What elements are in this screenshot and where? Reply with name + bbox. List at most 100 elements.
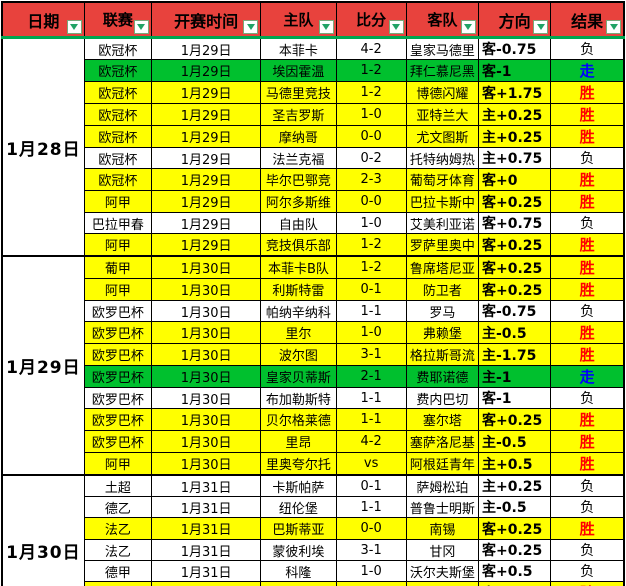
home-team-cell[interactable]: 纽伦堡 — [260, 496, 337, 518]
away-team-cell[interactable]: 鲁席塔尼亚 — [405, 255, 479, 279]
away-team-cell[interactable]: 阿根廷青年 — [405, 452, 479, 476]
direction-cell[interactable]: 主-0.5 — [477, 496, 552, 518]
away-team-cell[interactable]: 巴拉卡斯中 — [405, 190, 479, 213]
result-cell[interactable]: 胜 — [550, 168, 625, 191]
direction-cell[interactable]: 客+0.75 — [477, 212, 552, 234]
league-cell[interactable]: 欧罗巴杯 — [83, 365, 152, 388]
kickoff-cell[interactable]: 1月29日 — [150, 147, 262, 169]
league-cell[interactable]: 欧罗巴杯 — [83, 300, 152, 322]
date-group-cell[interactable]: 1月29日 — [1, 255, 85, 476]
league-cell[interactable]: 欧罗巴杯 — [83, 343, 152, 366]
direction-cell[interactable]: 主+0.5 — [477, 452, 552, 476]
kickoff-cell[interactable]: 1月30日 — [150, 278, 262, 301]
date-group-cell[interactable]: 1月30日 — [1, 474, 85, 586]
direction-cell[interactable]: 主+0.25 — [477, 103, 552, 126]
score-cell[interactable]: 1-2 — [335, 59, 407, 82]
result-cell[interactable]: 负 — [550, 36, 625, 60]
result-cell[interactable]: 走 — [550, 59, 625, 82]
score-cell[interactable]: 1-0 — [335, 212, 407, 234]
filter-dropdown-icon[interactable] — [533, 20, 549, 34]
away-team-cell[interactable]: 葡萄牙体育 — [405, 168, 479, 191]
league-cell[interactable]: 欧罗巴杯 — [83, 430, 152, 453]
filter-dropdown-icon[interactable] — [388, 20, 404, 34]
league-cell[interactable]: 欧冠杯 — [83, 59, 152, 82]
away-team-cell[interactable]: 格拉斯哥流 — [405, 343, 479, 366]
league-cell[interactable]: 欧冠杯 — [83, 147, 152, 169]
score-cell[interactable]: 0-1 — [335, 474, 407, 497]
away-team-cell[interactable]: 亚特兰大 — [405, 103, 479, 126]
score-cell[interactable]: 3-1 — [335, 343, 407, 366]
result-cell[interactable]: 胜 — [550, 125, 625, 148]
away-team-cell[interactable]: 费内巴切 — [405, 387, 479, 409]
score-cell[interactable]: 0-2 — [335, 147, 407, 169]
direction-cell[interactable]: 主+0.25 — [477, 474, 552, 497]
score-cell[interactable]: 1-2 — [335, 81, 407, 104]
league-cell[interactable]: 阿甲 — [83, 452, 152, 476]
kickoff-cell[interactable]: 1月31日 — [150, 474, 262, 497]
league-cell[interactable]: 德甲 — [83, 560, 152, 582]
league-cell[interactable]: 法乙 — [83, 517, 152, 540]
away-team-cell[interactable]: 南锡 — [405, 517, 479, 540]
score-cell[interactable]: 2-3 — [335, 168, 407, 191]
home-team-cell[interactable]: 贝尔格莱德 — [260, 408, 337, 431]
kickoff-cell[interactable]: 1月29日 — [150, 59, 262, 82]
league-cell[interactable]: 欧冠杯 — [83, 36, 152, 60]
direction-cell[interactable]: 客-0.5 — [477, 581, 552, 586]
direction-cell[interactable]: 客+1.75 — [477, 81, 552, 104]
kickoff-cell[interactable]: 1月29日 — [150, 103, 262, 126]
direction-cell[interactable]: 主-0.5 — [477, 430, 552, 453]
kickoff-cell[interactable]: 1月30日 — [150, 452, 262, 476]
home-team-cell[interactable]: 本菲卡B队 — [260, 255, 337, 279]
league-cell[interactable]: 土超 — [83, 474, 152, 497]
direction-cell[interactable]: 客+0.25 — [477, 190, 552, 213]
filter-dropdown-icon[interactable] — [66, 20, 82, 34]
filter-dropdown-icon[interactable] — [318, 20, 334, 34]
result-cell[interactable]: 负 — [550, 539, 625, 561]
away-team-cell[interactable]: 萨姆松珀 — [405, 474, 479, 497]
home-team-cell[interactable]: 里尔 — [260, 321, 337, 344]
direction-cell[interactable]: 主-0.5 — [477, 321, 552, 344]
result-cell[interactable]: 负 — [550, 387, 625, 409]
league-cell[interactable]: 阿甲 — [83, 278, 152, 301]
filter-dropdown-icon[interactable] — [133, 20, 149, 34]
kickoff-cell[interactable]: 1月31日 — [150, 560, 262, 582]
kickoff-cell[interactable]: 1月29日 — [150, 212, 262, 234]
home-team-cell[interactable]: 马德里竞技 — [260, 81, 337, 104]
home-team-cell[interactable]: 毕尔巴鄂竞 — [260, 168, 337, 191]
away-team-cell[interactable]: 普鲁士明斯 — [405, 496, 479, 518]
score-cell[interactable]: 3-1 — [335, 539, 407, 561]
filter-dropdown-icon[interactable] — [243, 20, 259, 34]
date-group-cell[interactable]: 1月28日 — [1, 36, 85, 257]
kickoff-cell[interactable]: 1月31日 — [150, 496, 262, 518]
league-cell[interactable]: 欧罗巴杯 — [83, 321, 152, 344]
kickoff-cell[interactable]: 1月31日 — [150, 539, 262, 561]
away-team-cell[interactable]: 尤文图斯 — [405, 125, 479, 148]
league-cell[interactable]: 欧冠杯 — [83, 168, 152, 191]
away-team-cell[interactable]: 弗赖堡 — [405, 321, 479, 344]
league-cell[interactable]: 葡甲 — [83, 255, 152, 279]
result-cell[interactable]: 负 — [550, 212, 625, 234]
home-team-cell[interactable]: 自由队 — [260, 212, 337, 234]
home-team-cell[interactable]: 布加勒斯特 — [260, 387, 337, 409]
direction-cell[interactable]: 客-0.75 — [477, 300, 552, 322]
direction-cell[interactable]: 客+0.25 — [477, 539, 552, 561]
score-cell[interactable]: 1-0 — [335, 321, 407, 344]
league-cell[interactable]: 欧冠杯 — [83, 125, 152, 148]
result-cell[interactable]: 负 — [550, 496, 625, 518]
kickoff-cell[interactable]: 1月30日 — [150, 365, 262, 388]
league-cell[interactable]: 阿甲 — [83, 233, 152, 257]
direction-cell[interactable]: 客+0.25 — [477, 278, 552, 301]
result-cell[interactable]: 胜 — [550, 321, 625, 344]
away-team-cell[interactable]: 皇家马德里 — [405, 36, 479, 60]
kickoff-cell[interactable]: 1月29日 — [150, 125, 262, 148]
score-cell[interactable]: vs — [335, 452, 407, 476]
home-team-cell[interactable]: 巴里 — [260, 581, 337, 586]
score-cell[interactable]: 1-2 — [335, 255, 407, 279]
home-team-cell[interactable]: 皇家贝蒂斯 — [260, 365, 337, 388]
home-team-cell[interactable]: 波尔图 — [260, 343, 337, 366]
away-team-cell[interactable]: 托特纳姆热 — [405, 147, 479, 169]
home-team-cell[interactable]: 帕纳辛纳科 — [260, 300, 337, 322]
home-team-cell[interactable]: 卡斯帕萨 — [260, 474, 337, 497]
home-team-cell[interactable]: 圣吉罗斯 — [260, 103, 337, 126]
kickoff-cell[interactable]: 1月29日 — [150, 190, 262, 213]
